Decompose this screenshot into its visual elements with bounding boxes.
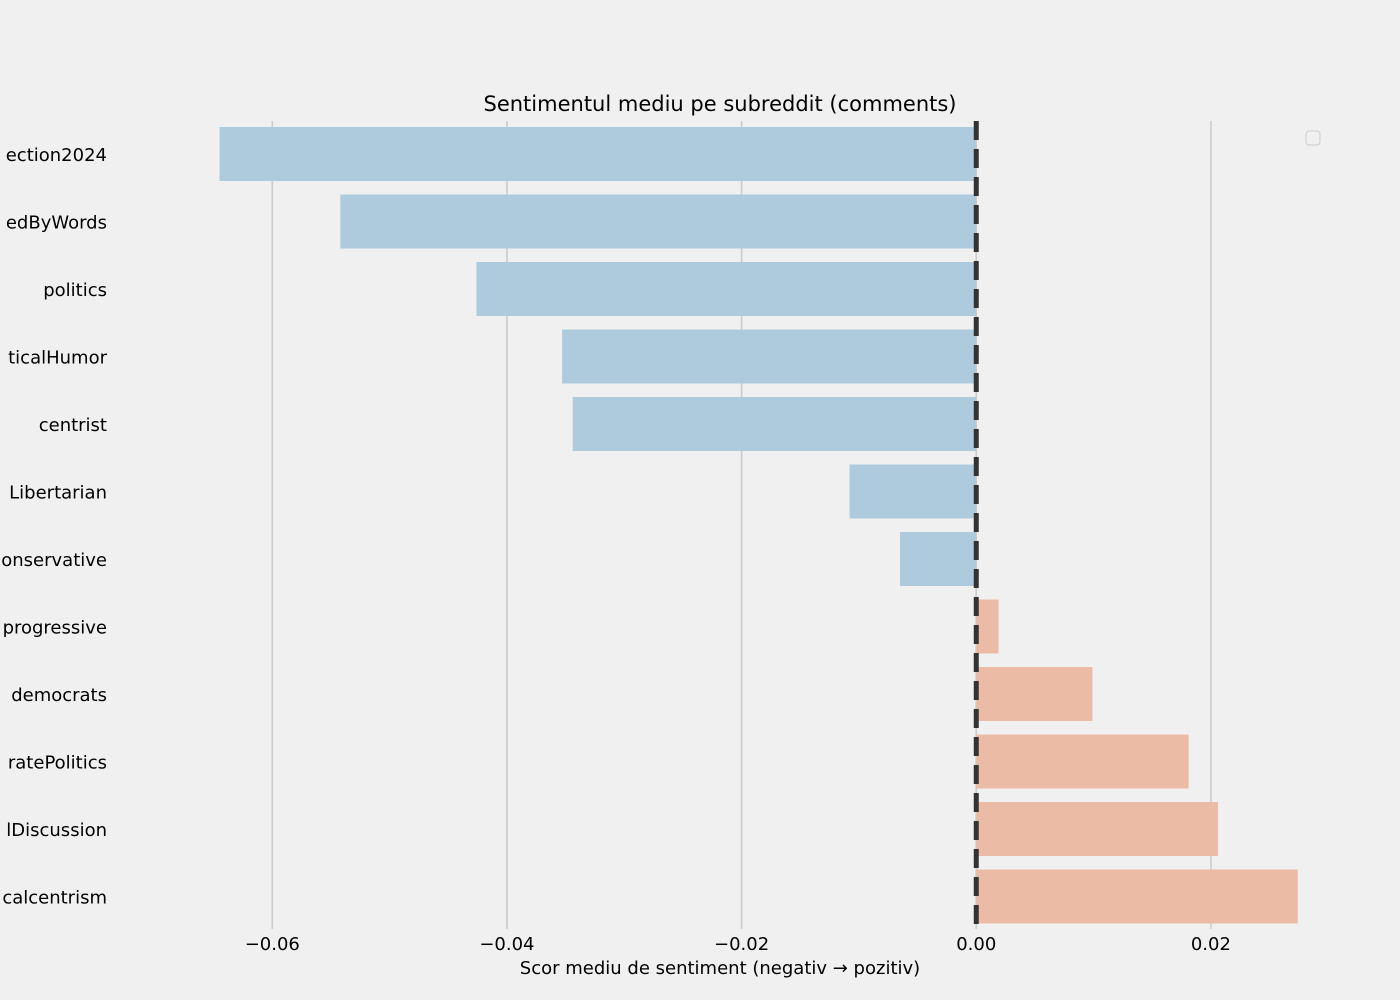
category-label: lDiscussion <box>6 820 107 841</box>
bar <box>340 194 977 249</box>
x-tick-label: 0.00 <box>956 934 996 955</box>
bar <box>476 262 977 316</box>
bar <box>976 734 1189 789</box>
bars <box>219 127 1298 924</box>
x-tick-label: −0.04 <box>479 934 534 955</box>
bar <box>219 127 977 181</box>
category-label: Libertarian <box>9 483 107 504</box>
legend-box <box>1305 130 1321 146</box>
bar <box>849 464 977 519</box>
x-tick-label: −0.06 <box>245 934 300 955</box>
category-label: ection2024 <box>6 145 107 166</box>
category-label: calcentrism <box>2 888 107 909</box>
category-label: progressive <box>3 618 107 639</box>
category-label: politics <box>43 280 107 301</box>
chart-title: Sentimentul mediu pe subreddit (comments… <box>484 92 957 116</box>
bar <box>976 667 1093 721</box>
x-tick-label: −0.02 <box>714 934 769 955</box>
x-axis-label: Scor mediu de sentiment (negativ → pozit… <box>520 958 920 979</box>
category-label: edByWords <box>6 213 107 234</box>
category-label: ratePolitics <box>8 753 107 774</box>
category-label: democrats <box>11 685 107 706</box>
bar <box>976 802 1218 856</box>
category-label: onservative <box>1 550 107 571</box>
bar <box>976 599 999 654</box>
bar <box>899 532 977 586</box>
category-label: centrist <box>39 415 107 436</box>
bar <box>572 397 977 451</box>
category-labels: ection2024 edByWords politics ticalHumor cen… <box>1 145 107 909</box>
category-label: ticalHumor <box>8 348 107 369</box>
bar <box>562 329 977 384</box>
bar <box>976 869 1298 924</box>
x-tick-label: 0.02 <box>1191 934 1231 955</box>
x-tick-labels: −0.06 −0.04 −0.02 0.00 0.02 <box>245 934 1231 955</box>
